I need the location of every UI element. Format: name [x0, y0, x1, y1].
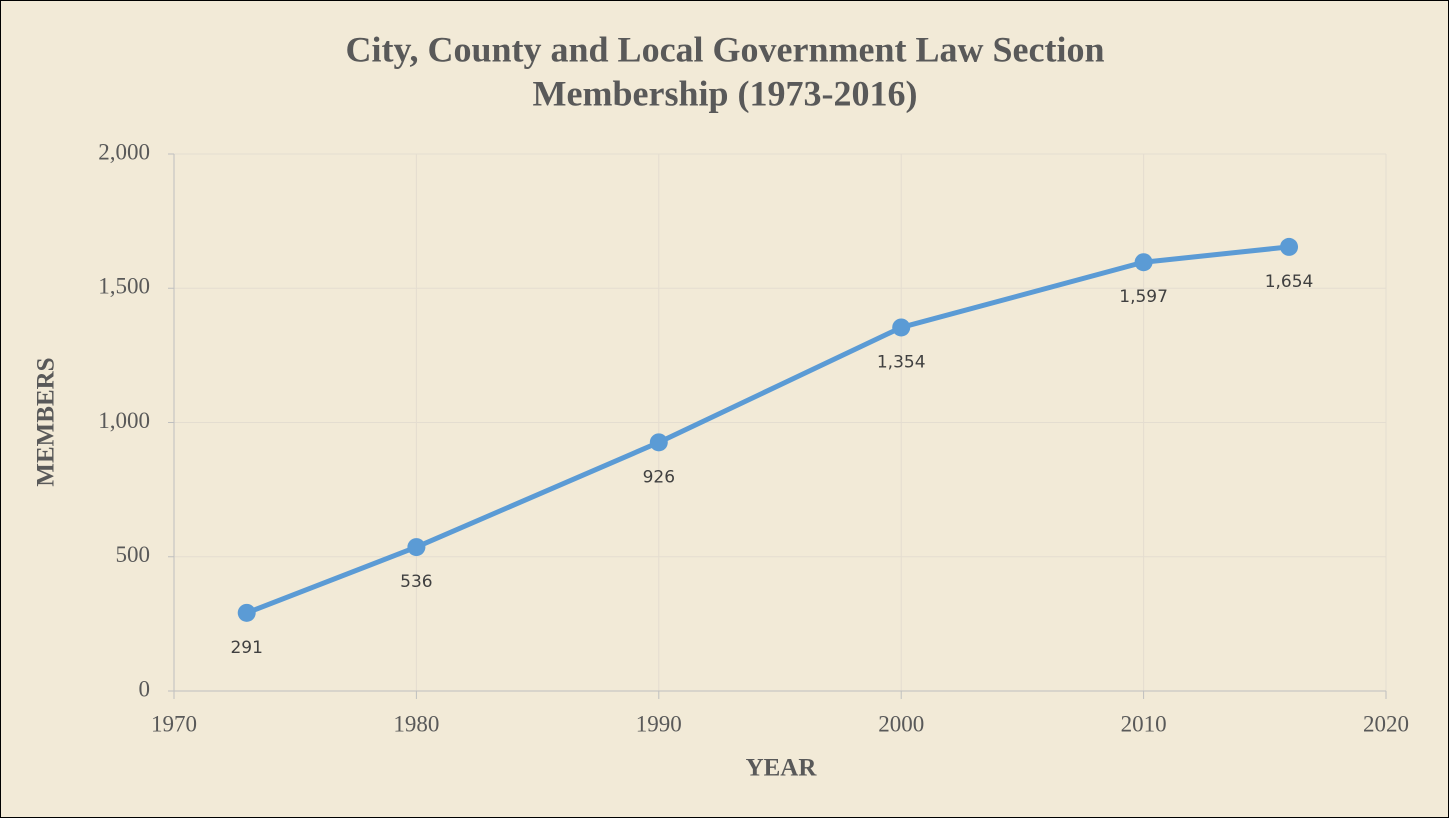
data-point — [892, 318, 911, 337]
x-tick-label: 2000 — [878, 711, 924, 736]
y-tick-label: 0 — [139, 676, 151, 701]
data-point — [407, 538, 426, 557]
x-axis-label: YEAR — [746, 755, 818, 782]
data-label: 1,354 — [877, 352, 926, 372]
y-tick-label: 1,500 — [98, 274, 150, 299]
x-tick-label: 1990 — [636, 711, 682, 736]
chart-subtitle: Membership (1973-2016) — [533, 73, 918, 113]
data-label: 1,597 — [1119, 287, 1168, 307]
y-tick-label: 500 — [116, 542, 151, 567]
data-point — [649, 433, 668, 452]
x-tick-label: 1980 — [393, 711, 439, 736]
chart-title: City, County and Local Government Law Se… — [345, 29, 1104, 69]
data-point — [1280, 237, 1299, 256]
data-point — [1134, 253, 1153, 272]
y-tick-label: 1,000 — [98, 408, 150, 433]
data-line — [245, 244, 1290, 616]
data-label: 536 — [400, 572, 432, 592]
x-tick-label: 1970 — [151, 711, 197, 736]
y-axis-label: MEMBERS — [33, 357, 60, 486]
x-tick-label: 2010 — [1121, 711, 1167, 736]
data-label: 1,654 — [1265, 272, 1314, 292]
y-tick-label: 2,000 — [98, 139, 150, 164]
data-label: 926 — [643, 467, 675, 487]
data-label: 291 — [230, 638, 262, 658]
x-tick-label: 2020 — [1363, 711, 1409, 736]
data-point — [237, 603, 256, 622]
